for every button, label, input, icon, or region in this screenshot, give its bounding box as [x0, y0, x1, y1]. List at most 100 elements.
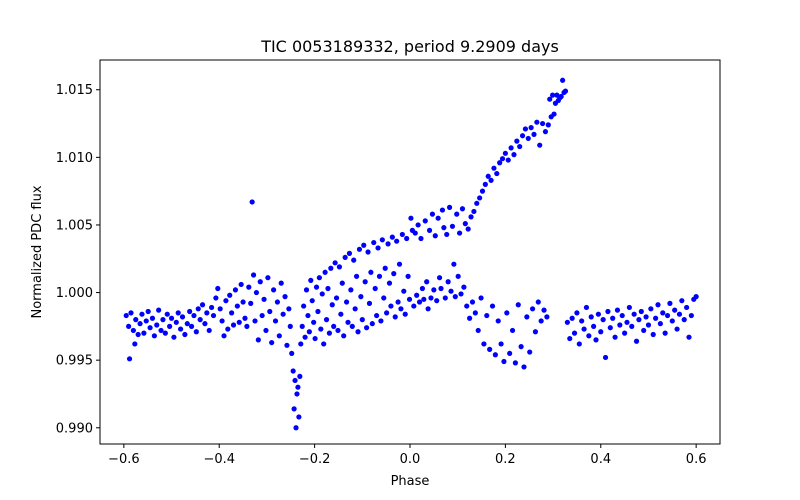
- data-point: [381, 295, 387, 301]
- data-point: [435, 215, 441, 221]
- data-point: [542, 129, 549, 135]
- x-axis-label: Phase: [391, 474, 430, 489]
- data-point: [528, 125, 534, 131]
- data-point: [406, 296, 413, 302]
- data-point: [489, 303, 496, 309]
- data-point: [372, 285, 378, 292]
- data-point: [348, 287, 354, 293]
- data-point: [405, 273, 411, 279]
- data-point: [454, 211, 460, 217]
- data-point: [622, 330, 628, 336]
- data-point: [303, 287, 310, 293]
- y-tick-label: 1.010: [56, 151, 93, 166]
- data-point: [600, 317, 606, 323]
- data-point: [446, 204, 453, 210]
- data-point: [249, 199, 255, 205]
- data-point: [210, 312, 217, 319]
- data-point: [246, 284, 252, 290]
- data-point: [219, 318, 225, 324]
- data-point: [267, 308, 273, 315]
- data-point: [477, 195, 483, 201]
- data-point: [346, 250, 353, 256]
- data-point: [650, 331, 656, 338]
- data-point: [458, 291, 464, 297]
- data-point: [263, 327, 269, 334]
- data-point: [175, 310, 181, 316]
- data-point: [204, 310, 210, 316]
- data-point: [586, 333, 592, 339]
- data-point: [518, 344, 524, 350]
- data-point: [431, 287, 437, 293]
- data-point: [591, 323, 597, 329]
- data-point: [499, 156, 506, 162]
- data-point: [462, 221, 468, 227]
- data-point: [631, 311, 637, 317]
- chart-title: TIC 0053189332, period 9.2909 days: [260, 37, 559, 56]
- data-point: [497, 160, 503, 166]
- data-point: [215, 285, 221, 292]
- data-point: [382, 265, 388, 271]
- data-point: [356, 246, 363, 252]
- data-point: [504, 310, 510, 316]
- data-point: [679, 298, 685, 304]
- data-point: [126, 356, 133, 362]
- data-point: [401, 288, 407, 294]
- data-point: [278, 280, 284, 286]
- x-tick-label: −0.4: [203, 452, 235, 467]
- data-point: [309, 298, 315, 304]
- data-point: [238, 281, 244, 288]
- data-point: [595, 311, 601, 317]
- data-point: [514, 138, 520, 144]
- y-axis-ticks: 0.990 0.995 1.000 1.005 1.010 1.015: [56, 83, 100, 436]
- data-point: [461, 284, 467, 290]
- data-point: [293, 425, 299, 431]
- data-point: [240, 299, 246, 305]
- data-point: [385, 241, 391, 247]
- data-point: [502, 150, 508, 156]
- data-point: [444, 231, 450, 238]
- data-point: [225, 326, 231, 332]
- x-tick-label: 0.6: [686, 452, 707, 467]
- data-point: [312, 335, 318, 342]
- data-point: [421, 296, 427, 302]
- data-point: [255, 337, 261, 343]
- data-point: [415, 222, 421, 228]
- data-point: [147, 325, 153, 331]
- data-point: [145, 308, 151, 315]
- data-point: [522, 126, 529, 132]
- data-point: [488, 177, 494, 183]
- data-point: [482, 181, 488, 187]
- data-point: [398, 306, 404, 312]
- data-point: [244, 323, 250, 329]
- data-point: [284, 342, 290, 348]
- data-point: [495, 318, 501, 324]
- data-point: [560, 77, 566, 83]
- data-point: [154, 322, 160, 328]
- data-point: [167, 323, 173, 329]
- data-point: [341, 333, 347, 339]
- data-point: [160, 317, 166, 323]
- data-point: [681, 317, 687, 323]
- data-point: [416, 299, 423, 305]
- data-point: [660, 310, 666, 316]
- data-point: [457, 230, 463, 236]
- data-point: [195, 306, 201, 312]
- data-point: [242, 315, 248, 321]
- data-point: [137, 321, 143, 327]
- data-point: [351, 257, 357, 263]
- data-point: [494, 170, 500, 177]
- data-points: [123, 77, 699, 431]
- data-point: [469, 299, 476, 305]
- data-point: [474, 200, 480, 206]
- data-point: [187, 308, 193, 315]
- data-point: [141, 330, 147, 336]
- data-point: [515, 302, 521, 308]
- data-point: [524, 314, 530, 320]
- data-point: [368, 269, 374, 275]
- data-point: [451, 261, 457, 267]
- data-point: [455, 273, 461, 279]
- data-point: [612, 334, 618, 340]
- data-point: [336, 264, 343, 270]
- data-point: [313, 284, 320, 290]
- data-point: [676, 311, 683, 317]
